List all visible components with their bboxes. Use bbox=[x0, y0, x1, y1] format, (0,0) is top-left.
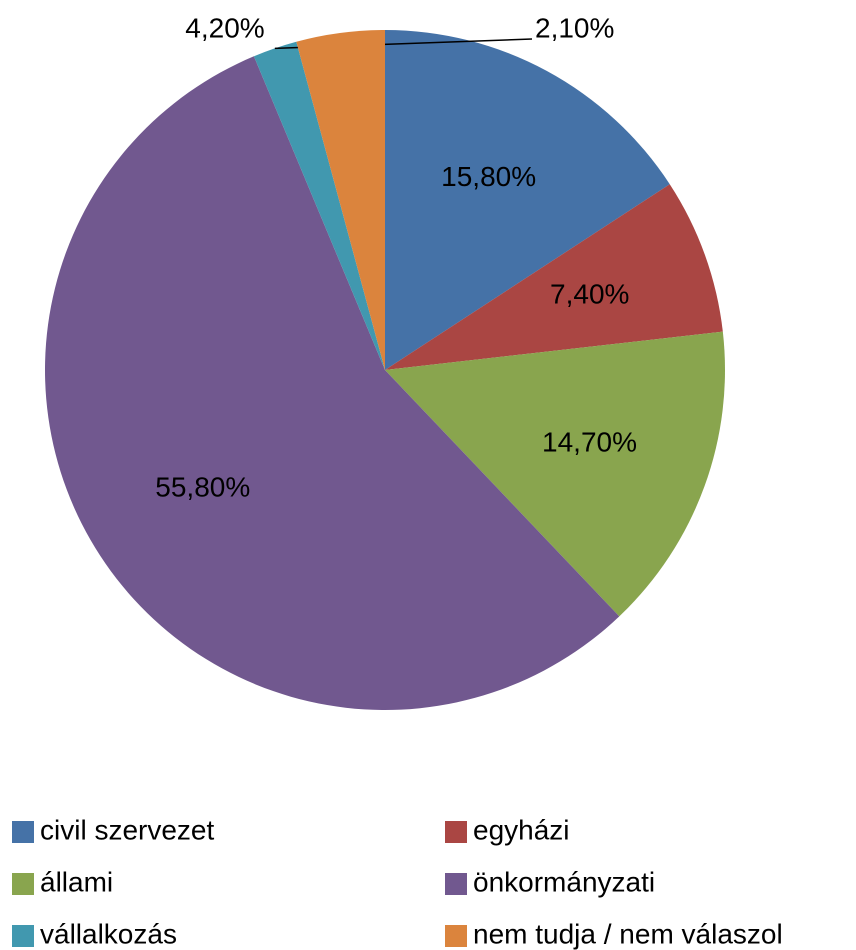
legend-swatch bbox=[12, 873, 34, 895]
legend-label: vállalkozás bbox=[40, 918, 177, 949]
pie-slice bbox=[253, 41, 385, 371]
pie-slice bbox=[385, 30, 670, 370]
data-label: 55,80% bbox=[155, 471, 250, 502]
legend-swatch bbox=[445, 873, 467, 895]
pie-slice bbox=[385, 184, 723, 370]
legend-swatch bbox=[445, 821, 467, 843]
data-label: 14,70% bbox=[542, 427, 637, 458]
legend-label: egyházi bbox=[473, 814, 570, 845]
data-label: 4,20% bbox=[185, 12, 264, 43]
data-label: 7,40% bbox=[550, 279, 629, 310]
pie-slice bbox=[385, 331, 725, 617]
legend-swatch bbox=[12, 821, 34, 843]
pie-slice bbox=[45, 56, 620, 710]
legend-label: civil szervezet bbox=[40, 814, 214, 845]
legend-swatch bbox=[12, 925, 34, 947]
pie-slice bbox=[296, 30, 385, 370]
legend-swatch bbox=[445, 925, 467, 947]
legend-label: önkormányzati bbox=[473, 866, 655, 897]
data-label: 2,10% bbox=[535, 12, 614, 43]
legend-label: nem tudja / nem válaszol bbox=[473, 918, 783, 949]
legend-label: állami bbox=[40, 866, 113, 897]
data-label: 15,80% bbox=[441, 161, 536, 192]
